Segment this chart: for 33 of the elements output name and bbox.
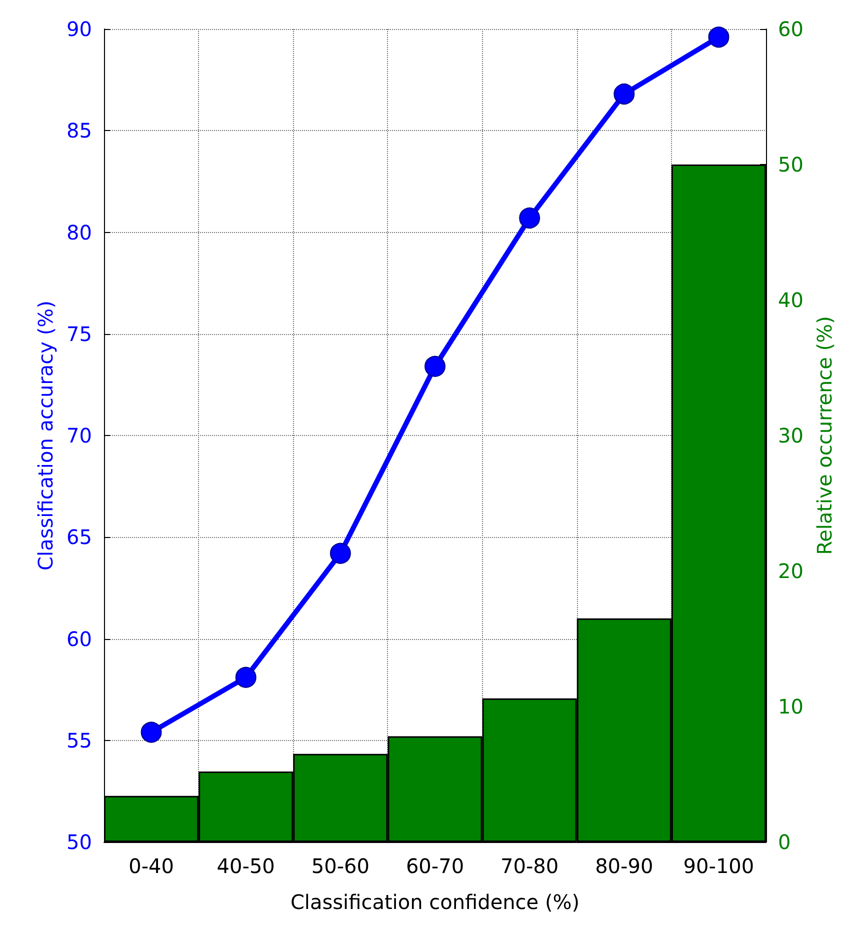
- point: [708, 26, 730, 48]
- y-tick-label: 55: [66, 728, 92, 752]
- y2-tick-label: 30: [778, 424, 804, 448]
- x-tick-label: 60-70: [406, 854, 464, 878]
- y-tick-label: 75: [66, 322, 92, 346]
- x-tick-label: 90-100: [683, 854, 754, 878]
- y-tick-label: 65: [66, 525, 92, 550]
- x-tick-label: 80-90: [595, 854, 654, 878]
- y2-tick-label: 40: [778, 288, 804, 312]
- y2-tick-label: 50: [778, 152, 804, 176]
- y-tick-label: 90: [66, 17, 92, 41]
- y-axis-title: Classification accuracy (%): [34, 300, 58, 570]
- x-tick-label: 40-50: [216, 854, 275, 878]
- point: [330, 542, 351, 564]
- x-tick-label: 0-40: [128, 854, 174, 878]
- y-tick-label: 50: [66, 830, 92, 854]
- y-tick-label: 70: [66, 424, 92, 448]
- y-tick-label: 85: [66, 118, 92, 143]
- x-axis-title: Classification confidence (%): [290, 890, 580, 914]
- point: [140, 722, 162, 743]
- x-tick-label: 70-80: [500, 854, 559, 878]
- x-tick-label: 50-60: [311, 854, 370, 878]
- point: [614, 84, 635, 105]
- y2-tick-label: 0: [778, 830, 791, 854]
- y2-tick-label: 10: [778, 694, 804, 718]
- point: [235, 666, 256, 688]
- y2-tick-label: 60: [778, 17, 804, 41]
- y-tick-label: 60: [66, 626, 92, 651]
- y2-tick-label: 20: [778, 559, 804, 583]
- y2-axis-title: Relative occurrence (%): [812, 316, 836, 555]
- point: [519, 208, 540, 229]
- point: [424, 356, 446, 377]
- y-tick-label: 80: [66, 220, 92, 244]
